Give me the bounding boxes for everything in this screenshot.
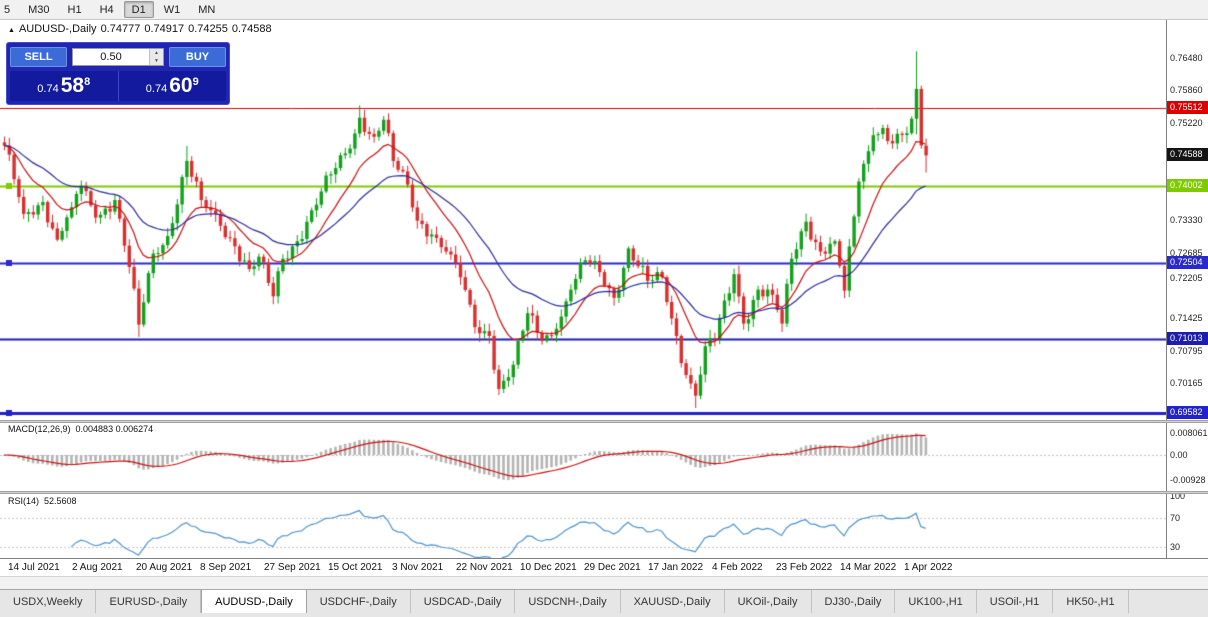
window-bottom-edge (0, 613, 1208, 617)
date-axis-label: 2 Aug 2021 (72, 562, 123, 573)
date-axis-label: 17 Jan 2022 (648, 562, 704, 573)
price-level-badge: 0.74002 (1167, 178, 1208, 192)
spinner-down-icon[interactable]: ▼ (154, 58, 159, 64)
chart-title: ▲ AUDUSD-,Daily 0.74777 0.74917 0.74255 0.745… (8, 23, 276, 35)
macd-axis-tick: -0.00928 (1170, 475, 1206, 486)
date-axis-label: 27 Sep 2021 (264, 562, 321, 573)
date-axis-label: 4 Feb 2022 (712, 562, 763, 573)
chart-tabs-bar: USDX,Weekly EURUSD-,Daily AUDUSD-,Daily USD… (0, 589, 1208, 613)
date-axis-label: 10 Dec 2021 (520, 562, 577, 573)
timeframe-toolbar: 5 M30 H1 H4 D1 W1 MN (0, 0, 1208, 20)
price-level-badge: 0.74588 (1167, 148, 1208, 162)
rsi-axis-tick: 100 (1170, 491, 1186, 502)
date-axis-label: 20 Aug 2021 (136, 562, 193, 573)
lot-size-spinner[interactable]: ▲ ▼ (149, 49, 163, 65)
price-axis-tick: 0.76480 (1170, 53, 1203, 63)
chart-tab-usdx-weekly[interactable]: USDX,Weekly (0, 590, 97, 613)
one-click-trading-panel: SELL 0.50 ▲ ▼ BUY 0.74 58 8 0.74 60 9 (6, 42, 230, 105)
buy-price-sup: 9 (192, 76, 199, 88)
sell-button[interactable]: SELL (10, 47, 67, 67)
ohlc-high: 0.74917 (144, 23, 185, 35)
chart-symbol-label: AUDUSD-,Daily (18, 23, 97, 35)
chart-tab-eurusd-daily[interactable]: EURUSD-,Daily (96, 590, 202, 613)
buy-button[interactable]: BUY (169, 47, 226, 67)
price-axis[interactable]: 0.76480 0.75860 0.75220 0.73330 0.72685 0.722… (1166, 20, 1208, 558)
price-axis-tick: 0.75220 (1170, 117, 1203, 128)
price-axis-tick: 0.71425 (1170, 313, 1203, 324)
price-axis-tick: 0.72205 (1170, 273, 1203, 284)
date-axis-label: 23 Feb 2022 (776, 562, 833, 573)
timeframe-button-H1[interactable]: H1 (67, 3, 82, 16)
date-axis-label: 1 Apr 2022 (904, 562, 953, 573)
date-axis[interactable]: 14 Jul 2021 2 Aug 2021 20 Aug 2021 8 Sep 20… (0, 558, 1208, 576)
price-level-badge: 0.75512 (1167, 100, 1208, 114)
chart-tab-uk100-h1[interactable]: UK100-,H1 (895, 590, 977, 613)
ohlc-low: 0.74255 (188, 23, 228, 35)
date-axis-label: 29 Dec 2021 (584, 562, 641, 573)
lot-size-input[interactable]: 0.50 ▲ ▼ (72, 48, 164, 66)
timeframe-button-H4[interactable]: H4 (99, 3, 114, 16)
chart-tab-hk50-h1[interactable]: HK50-,H1 (1053, 590, 1129, 613)
price-axis-tick: 0.70165 (1170, 378, 1203, 388)
macd-axis-tick: 0.008061 (1170, 428, 1208, 438)
chart-tab-usdcnh-daily[interactable]: USDCNH-,Daily (515, 590, 621, 613)
price-chart-canvas[interactable] (0, 20, 1166, 558)
date-axis-label: 14 Mar 2022 (840, 562, 897, 573)
price-axis-tick: 0.73330 (1170, 215, 1203, 226)
sell-price-big: 58 (60, 74, 85, 97)
chart-tab-dj30-daily[interactable]: DJ30-,Daily (812, 590, 896, 613)
lot-size-value[interactable]: 0.50 (100, 51, 122, 63)
macd-axis-tick: 0.00 (1170, 450, 1188, 460)
ohlc-close: 0.74588 (231, 23, 272, 35)
chart-tab-audusd-daily[interactable]: AUDUSD-,Daily (201, 590, 307, 613)
rsi-axis-tick: 70 (1170, 513, 1181, 523)
macd-panel-resizer[interactable] (0, 420, 1208, 423)
chart-tab-usoil-h1[interactable]: USOil-,H1 (977, 590, 1054, 613)
date-axis-label: 8 Sep 2021 (200, 562, 252, 573)
buy-price-big: 60 (169, 74, 193, 97)
chart-tab-xauusd-daily[interactable]: XAUUSD-,Daily (621, 590, 725, 613)
rsi-panel-resizer[interactable] (0, 491, 1208, 494)
chart-tab-usdchf-daily[interactable]: USDCHF-,Daily (307, 590, 411, 613)
date-axis-label: 22 Nov 2021 (456, 562, 513, 573)
chart-tab-ukoil-daily[interactable]: UKOil-,Daily (725, 590, 812, 613)
sell-price-sup: 8 (84, 76, 91, 88)
buy-price-prefix: 0.74 (145, 83, 168, 95)
price-level-badge: 0.69582 (1167, 406, 1208, 420)
spinner-up-icon[interactable]: ▲ (154, 50, 159, 56)
horizontal-scrollbar[interactable] (0, 576, 1208, 589)
date-axis-label: 15 Oct 2021 (328, 562, 383, 573)
price-axis-tick: 0.72685 (1170, 248, 1203, 259)
timeframe-button-5[interactable]: 5 (4, 3, 11, 16)
chart-window: ▲ AUDUSD-,Daily 0.74777 0.74917 0.74255 0.745… (0, 20, 1208, 558)
date-axis-label: 14 Jul 2021 (8, 562, 60, 573)
sell-price-display[interactable]: 0.74 58 8 (10, 71, 118, 101)
price-axis-tick: 0.75860 (1170, 84, 1203, 95)
chart-tab-usdcad-daily[interactable]: USDCAD-,Daily (411, 590, 516, 613)
symbol-icon: ▲ (8, 27, 15, 34)
timeframe-button-MN[interactable]: MN (198, 3, 216, 16)
buy-price-display[interactable]: 0.74 60 9 (117, 71, 227, 101)
date-axis-label: 3 Nov 2021 (392, 562, 444, 573)
macd-indicator-label: MACD(12,26,9) 0.004883 0.006274 (8, 424, 154, 434)
sell-price-prefix: 0.74 (37, 83, 59, 95)
timeframe-button-W1[interactable]: W1 (163, 3, 181, 16)
ohlc-open: 0.74777 (100, 23, 141, 35)
price-axis-tick: 0.70795 (1170, 345, 1203, 356)
timeframe-button-M30[interactable]: M30 (28, 3, 50, 16)
rsi-axis-tick: 30 (1170, 542, 1181, 552)
rsi-indicator-label: RSI(14) 52.5608 (8, 496, 77, 506)
timeframe-button-D1[interactable]: D1 (123, 1, 154, 18)
price-level-badge: 0.72504 (1167, 255, 1208, 269)
price-level-badge: 0.71013 (1167, 332, 1208, 346)
